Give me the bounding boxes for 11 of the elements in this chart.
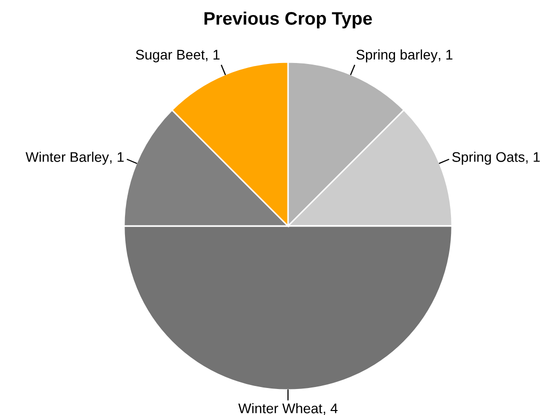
data-label: , 1	[206, 50, 220, 62]
slice-label: Winter Barley	[26, 152, 109, 165]
slice-label: Spring barley	[356, 49, 438, 62]
slice-label: Spring Oats	[452, 152, 524, 165]
data-label: , 1	[438, 50, 452, 62]
chart-title: Previous Crop Type	[204, 12, 372, 28]
data-label: , 1	[110, 152, 124, 164]
data-label: , 1	[526, 152, 540, 164]
data-label: , 4	[324, 404, 338, 415]
slice-label: Winter Wheat	[238, 403, 322, 414]
slice-label: Sugar Beet	[136, 50, 205, 62]
